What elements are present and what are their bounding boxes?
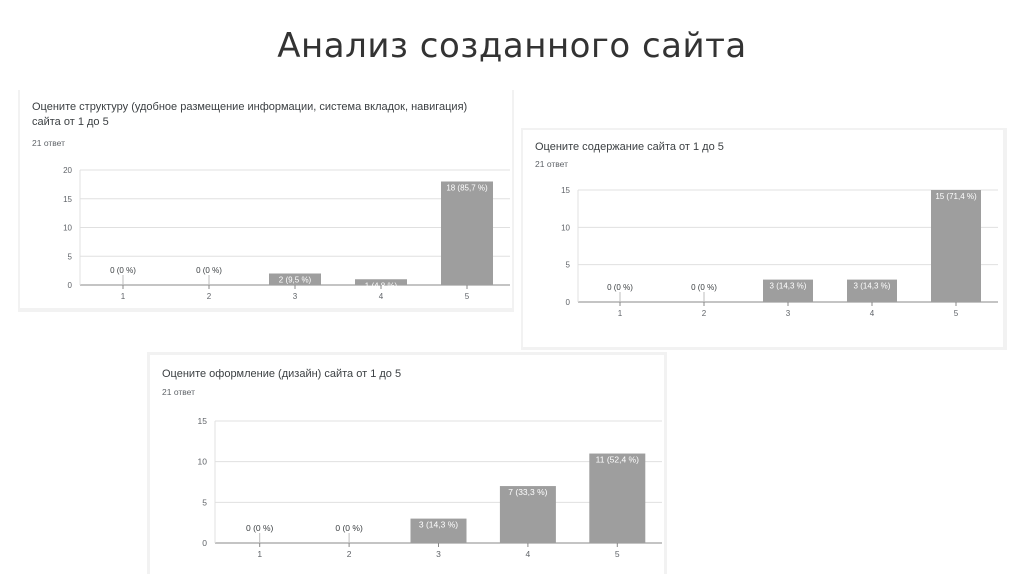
response-count: 21 ответ: [32, 138, 66, 148]
data-label: 2 (9,5 %): [279, 276, 312, 285]
x-tick-label: 3: [786, 309, 791, 318]
bar: [410, 518, 467, 543]
response-count: 21 ответ: [535, 159, 569, 169]
bar: [763, 279, 813, 302]
data-label: 18 (85,7 %): [446, 184, 488, 193]
y-tick-label: 0: [566, 298, 571, 307]
bar: [355, 279, 407, 285]
bar: [441, 181, 493, 285]
response-count: 21 ответ: [162, 387, 196, 397]
chart-card-design: Оцените оформление (дизайн) сайта от 1 д…: [150, 355, 664, 574]
y-tick-label: 15: [198, 416, 208, 426]
question-text: Оцените содержание сайта от 1 до 5: [535, 141, 724, 153]
x-tick-label: 5: [615, 549, 620, 559]
data-label: 3 (14,3 %): [854, 282, 891, 291]
bar-chart-design: 0 5 10 15 0 (0 %) 1 0 (0 %) 2 3 (14,3 %) 3 7 (33,3…: [198, 416, 662, 559]
x-tick-label: 4: [870, 309, 875, 318]
y-tick-label: 0: [202, 538, 207, 548]
x-tick-label: 1: [257, 549, 262, 559]
y-tick-label: 10: [63, 224, 72, 233]
y-tick-label: 15: [561, 186, 570, 195]
y-tick-label: 0: [68, 281, 73, 290]
x-tick-label: 4: [379, 292, 384, 301]
data-label: 0 (0 %): [196, 266, 222, 275]
slide-title: Анализ созданного сайта: [277, 26, 747, 66]
x-tick-label: 3: [293, 292, 298, 301]
y-tick-label: 5: [202, 497, 207, 507]
bar: [269, 273, 321, 285]
data-label: 0 (0 %): [110, 266, 136, 275]
data-label: 15 (71,4 %): [935, 192, 977, 201]
bar: [589, 453, 646, 543]
question-text: Оцените оформление (дизайн) сайта от 1 д…: [162, 368, 402, 380]
data-label: 3 (14,3 %): [770, 282, 807, 291]
chart-card-structure: Оцените структуру (удобное размещение ин…: [20, 88, 512, 308]
bar: [499, 486, 556, 543]
bar: [847, 279, 897, 302]
x-tick-label: 5: [465, 292, 470, 301]
data-label: 0 (0 %): [607, 283, 633, 292]
x-tick-label: 1: [121, 292, 126, 301]
x-tick-label: 4: [526, 549, 531, 559]
y-tick-label: 15: [63, 195, 72, 204]
y-tick-label: 5: [566, 261, 571, 270]
chart-card-content: Оцените содержание сайта от 1 до 5 21 от…: [523, 130, 1003, 347]
bar-chart-content: 0 5 10 15 0 (0 %) 1 0 (0 %) 2 3 (14,3 %) 3 3 (14,3…: [561, 186, 998, 318]
y-tick-label: 10: [561, 223, 570, 232]
x-tick-label: 2: [702, 309, 707, 318]
y-tick-label: 20: [63, 166, 72, 175]
data-label: 11 (52,4 %): [596, 455, 639, 465]
y-tick-label: 10: [198, 457, 208, 467]
x-tick-label: 3: [436, 549, 441, 559]
x-tick-label: 1: [618, 309, 623, 318]
bar: [931, 190, 981, 302]
y-tick-label: 5: [68, 252, 73, 261]
data-label: 7 (33,3 %): [508, 487, 547, 497]
x-tick-label: 2: [207, 292, 212, 301]
data-label: 0 (0 %): [335, 523, 363, 533]
question-text: Оцените структуру (удобное размещение ин…: [32, 101, 468, 128]
data-label: 3 (14,3 %): [419, 520, 458, 530]
x-tick-label: 2: [347, 549, 352, 559]
x-tick-label: 5: [954, 309, 959, 318]
data-label: 0 (0 %): [246, 523, 274, 533]
data-label: 0 (0 %): [691, 283, 717, 292]
